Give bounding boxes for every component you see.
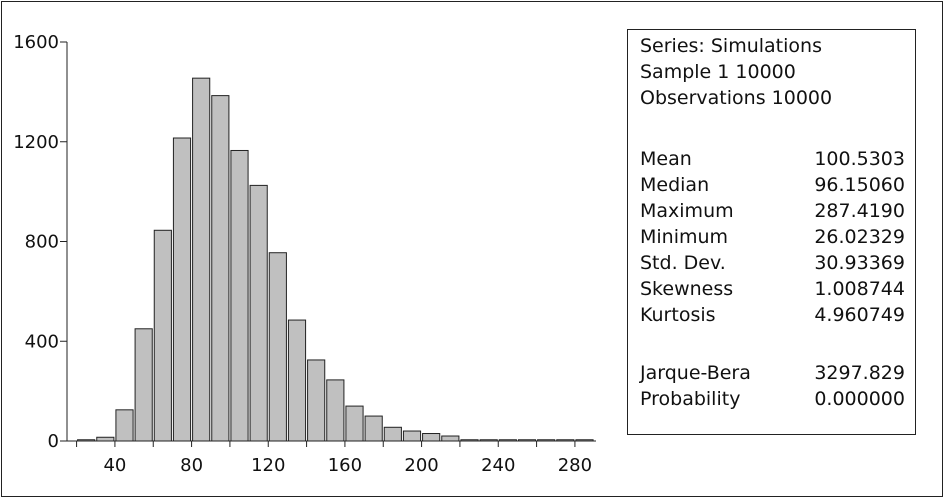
histogram-bars [77, 77, 594, 442]
stat-row-minimum: Minimum 26.02329 [640, 225, 905, 250]
stat-value: 3297.829 [814, 362, 905, 384]
stat-label: Maximum [640, 200, 734, 222]
histogram-bar [134, 328, 153, 442]
histogram-bar [153, 229, 172, 442]
histogram-bar [326, 379, 345, 442]
stat-value: 0.000000 [814, 388, 905, 410]
y-axis-ticks: 0 400 800 1200 1600 [13, 32, 67, 452]
stat-label: Kurtosis [640, 304, 716, 326]
histogram-bar [402, 430, 422, 442]
x-tick-label: 40 [103, 455, 126, 476]
histogram-bar [307, 359, 326, 442]
stat-value: 26.02329 [814, 226, 905, 248]
descriptive-stats-box: Series: Simulations Sample 1 10000 Obser… [627, 29, 916, 435]
histogram-bar [172, 137, 192, 442]
y-tick-label: 400 [25, 331, 59, 352]
stat-row-kurtosis: Kurtosis 4.960749 [640, 303, 905, 328]
histogram-bar [96, 436, 115, 442]
stat-row-maximum: Maximum 287.4190 [640, 199, 905, 224]
stat-value: 287.4190 [814, 200, 905, 222]
histogram-bar [441, 435, 460, 442]
sample-range: Sample 1 10000 [640, 61, 796, 83]
histogram-bar [383, 426, 402, 442]
stat-row-jarque-bera: Jarque-Bera 3297.829 [640, 361, 905, 386]
stat-row-probability: Probability 0.000000 [640, 387, 905, 412]
x-tick-label: 240 [481, 455, 515, 476]
x-tick-label: 160 [328, 455, 362, 476]
x-tick-label: 200 [404, 455, 438, 476]
x-tick-label: 120 [251, 455, 285, 476]
stat-value: 4.960749 [814, 304, 905, 326]
stat-value: 1.008744 [814, 278, 905, 300]
histogram-bar [287, 319, 307, 442]
histogram-bar [364, 415, 383, 442]
stat-label: Probability [640, 388, 741, 410]
stat-row-median: Median 96.15060 [640, 173, 905, 198]
stat-label: Skewness [640, 278, 734, 300]
y-tick-label: 0 [48, 431, 59, 452]
stat-value: 100.5303 [814, 148, 905, 170]
y-tick-label: 1600 [13, 32, 59, 53]
y-tick-label: 800 [25, 232, 59, 253]
stat-row-skewness: Skewness 1.008744 [640, 277, 905, 302]
x-tick-label: 80 [180, 455, 203, 476]
stat-row-std-dev: Std. Dev. 30.93369 [640, 251, 905, 276]
stat-value: 30.93369 [814, 252, 905, 274]
stat-label: Minimum [640, 226, 729, 248]
observations-count: Observations 10000 [640, 87, 833, 109]
histogram-bar [268, 252, 287, 442]
stat-label: Std. Dev. [640, 252, 726, 274]
stat-label: Median [640, 174, 710, 196]
x-tick-label: 280 [558, 455, 592, 476]
histogram-bar [230, 149, 249, 442]
histogram-bar [345, 405, 364, 442]
stat-label: Jarque-Bera [640, 362, 751, 384]
stat-label: Mean [640, 148, 692, 170]
y-tick-label: 1200 [13, 132, 59, 153]
histogram-bar [115, 409, 134, 442]
histogram-bar [211, 95, 230, 442]
stat-row-mean: Mean 100.5303 [640, 147, 905, 172]
x-axis-ticks: 40 80 120 160 200 240 280 [76, 441, 592, 476]
series-name: Series: Simulations [640, 35, 822, 57]
histogram-bar [422, 433, 441, 442]
stat-value: 96.15060 [814, 174, 905, 196]
histogram-bar [192, 77, 211, 442]
histogram-bar [249, 184, 268, 442]
